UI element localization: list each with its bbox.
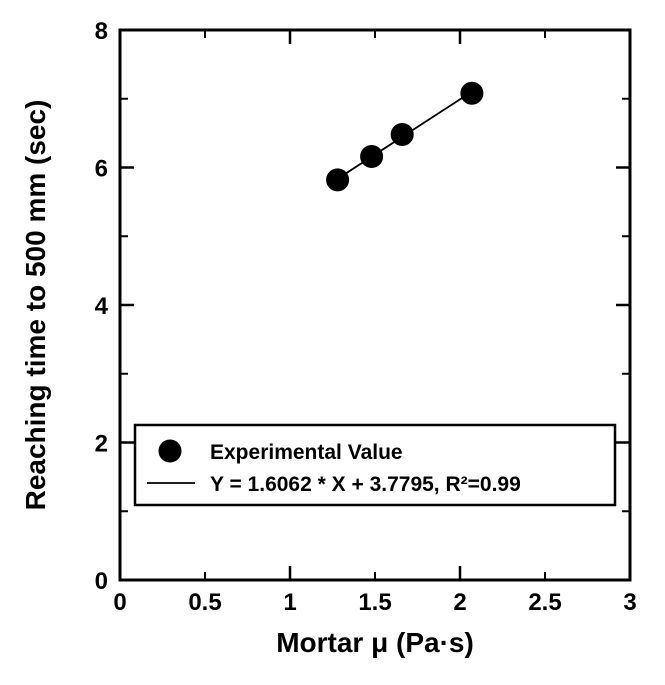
scatter-chart: 0 0.5 1 1.5 2 2.5 3 0 2 4 6 8 Mortar μ (Pa·s) Reachin…	[0, 0, 665, 685]
x-axis-title: Mortar μ (Pa·s)	[276, 627, 474, 658]
y-tick-label: 6	[95, 156, 108, 183]
legend-marker-icon	[159, 440, 181, 462]
y-tick-label: 0	[95, 568, 108, 595]
x-tick-label: 0.5	[188, 589, 221, 616]
y-axis-title: Reaching time to 500 mm (sec)	[20, 100, 51, 511]
x-tick-label: 2	[453, 589, 466, 616]
x-tick-label: 1	[283, 589, 296, 616]
legend-marker-label: Experimental Value	[210, 441, 403, 464]
x-tick-label: 3	[623, 589, 636, 616]
y-tick-label: 2	[95, 431, 108, 458]
x-tick-label: 0	[113, 589, 126, 616]
x-tick-label: 2.5	[528, 589, 561, 616]
y-tick-label: 8	[95, 18, 108, 45]
legend-fit-label: Y = 1.6062 * X + 3.7795, R²=0.99	[210, 473, 521, 496]
data-point	[391, 124, 413, 146]
y-tick-label: 4	[95, 293, 109, 320]
data-point	[461, 82, 483, 104]
x-tick-label: 1.5	[358, 589, 391, 616]
data-point	[361, 146, 383, 168]
chart-container: 0 0.5 1 1.5 2 2.5 3 0 2 4 6 8 Mortar μ (Pa·s) Reachin…	[0, 0, 665, 685]
data-point	[327, 169, 349, 191]
